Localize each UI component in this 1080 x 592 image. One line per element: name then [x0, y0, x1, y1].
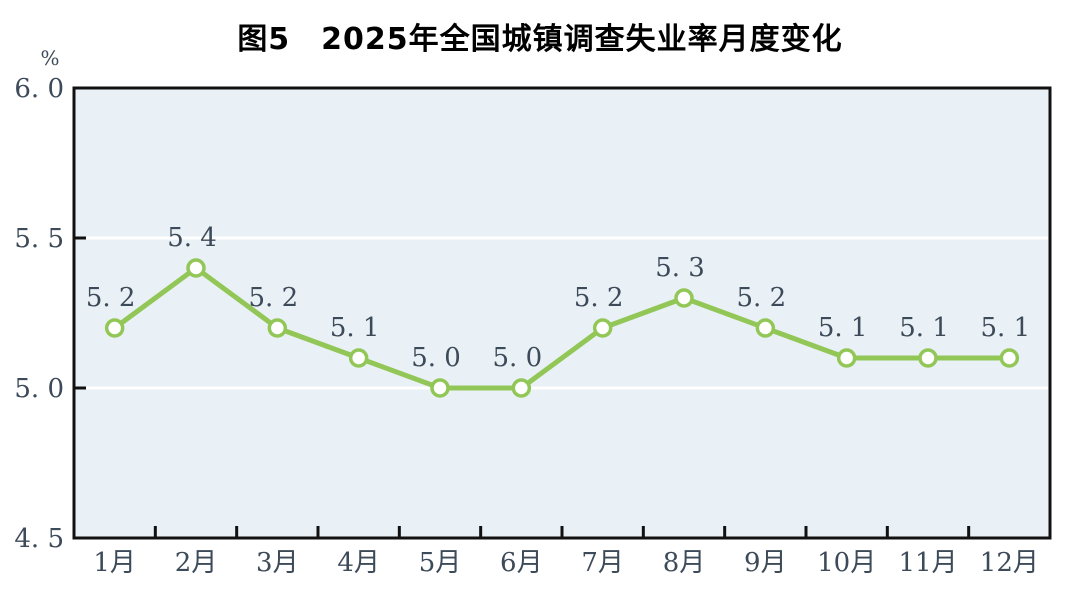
data-point-marker — [267, 318, 288, 338]
y-axis-unit-label: % — [40, 46, 60, 70]
data-point-marker — [592, 318, 613, 338]
x-axis-category-label: 10月 — [817, 548, 876, 578]
data-point-label: 5. 2 — [737, 283, 787, 313]
series-line — [112, 265, 1012, 391]
data-point-label: 5. 4 — [167, 223, 217, 253]
x-axis-category-label: 12月 — [980, 548, 1039, 578]
data-point-label: 5. 1 — [330, 313, 380, 343]
x-axis-category-label: 6月 — [500, 548, 543, 578]
data-point-marker — [430, 378, 450, 398]
data-point-label: 5. 0 — [493, 343, 543, 373]
data-point-marker — [104, 318, 125, 338]
data-point-marker — [918, 348, 938, 368]
data-point-label: 5. 1 — [899, 313, 949, 343]
x-axis-category-label: 4月 — [337, 548, 380, 578]
data-point-marker — [836, 348, 857, 368]
data-point-marker — [186, 258, 206, 278]
data-point-label: 5. 2 — [574, 283, 624, 313]
x-axis-category-label: 8月 — [663, 548, 706, 578]
data-point-label: 5. 1 — [818, 313, 868, 343]
y-axis-tick-label: 5. 5 — [14, 224, 64, 254]
y-axis-tick-label: 5. 0 — [14, 374, 64, 404]
data-point-label: 5. 3 — [655, 253, 705, 283]
x-axis-category-label: 5月 — [419, 548, 462, 578]
data-point-label: 5. 2 — [86, 283, 136, 313]
data-point-marker — [348, 348, 369, 368]
x-axis-category-label: 1月 — [93, 548, 136, 578]
x-axis-category-label: 3月 — [256, 548, 299, 578]
data-point-marker — [999, 348, 1020, 368]
plot-area — [72, 86, 1052, 540]
data-point-label: 5. 1 — [981, 313, 1031, 343]
data-point-marker — [674, 288, 694, 308]
data-point-marker — [755, 318, 776, 338]
x-axis-category-label: 2月 — [175, 548, 218, 578]
x-axis-category-label: 7月 — [581, 548, 624, 578]
data-point-label: 5. 0 — [411, 343, 461, 373]
chart-title: 图5 2025年全国城镇调查失业率月度变化 — [237, 22, 843, 57]
y-axis-tick-label: 6. 0 — [14, 74, 64, 104]
y-axis-tick-label: 4. 5 — [14, 524, 64, 554]
x-axis-category-label: 9月 — [744, 548, 787, 578]
data-point-marker — [511, 378, 532, 398]
data-point-label: 5. 2 — [249, 283, 299, 313]
x-axis-category-label: 11月 — [898, 548, 957, 578]
